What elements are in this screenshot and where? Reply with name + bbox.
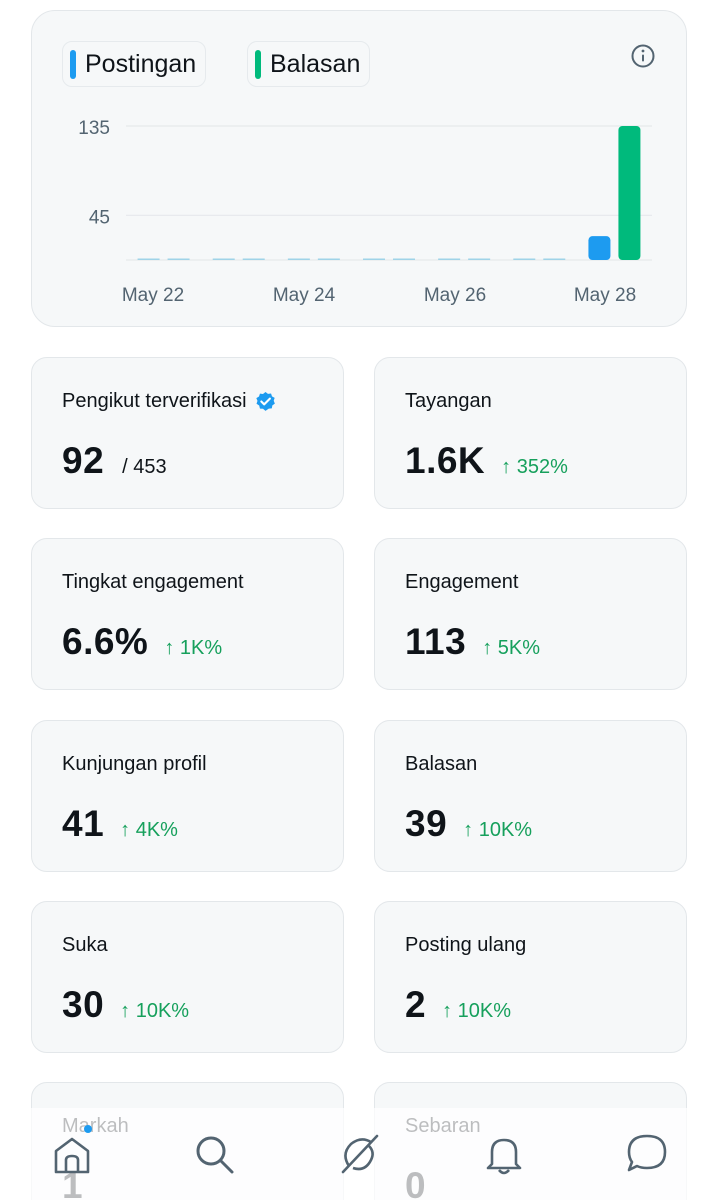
bar-balasan-empty [468,258,491,260]
stat-label-text: Suka [62,934,108,956]
messages-icon[interactable] [625,1132,669,1176]
stat-value: 2 [405,984,427,1025]
bar-postingan [588,236,611,260]
stat-change: ↑ 10K% [442,1000,512,1022]
stat-value: 6.6% [62,621,149,662]
stat-card[interactable]: Engagement 113 ↑ 5K% [374,538,687,690]
stat-value-row: 39 ↑ 10K% [405,803,532,845]
stat-label: Pengikut terverifikasi [62,390,276,413]
stat-value: 30 [62,984,105,1025]
stat-label: Posting ulang [405,934,526,957]
verified-badge-icon [255,391,275,411]
legend-replies-label: Balasan [270,49,361,78]
notification-dot [84,1125,92,1133]
stat-value-row: 30 ↑ 10K% [62,984,189,1026]
bar-chart: 135 45 May 22 May 24 May 26 May 28 [78,118,652,306]
stat-label-text: Balasan [405,753,478,775]
stat-value-row: 113 ↑ 5K% [405,621,540,663]
search-icon[interactable] [192,1132,236,1176]
stat-value: 39 [405,803,448,844]
stat-change: ↑ 10K% [120,1000,190,1022]
home-icon[interactable] [50,1132,94,1176]
stat-card[interactable]: Tayangan 1.6K ↑ 352% [374,357,687,509]
stat-label-text: Kunjungan profil [62,753,207,775]
stat-label-text: Tayangan [405,390,492,412]
stat-value-row: 2 ↑ 10K% [405,984,511,1026]
stat-label-text: Posting ulang [405,934,527,956]
stat-card[interactable]: Posting ulang 2 ↑ 10K% [374,901,687,1053]
bar-postingan-empty [363,258,385,260]
stat-label: Tayangan [405,390,492,413]
posts-color-swatch [70,49,76,79]
stat-value-row: 41 ↑ 4K% [62,803,178,845]
stat-card[interactable]: Suka 30 ↑ 10K% [31,901,344,1053]
stat-card[interactable]: Pengikut terverifikasi 92 / 453 [31,357,344,509]
stat-card[interactable]: Balasan 39 ↑ 10K% [374,720,687,872]
bar-postingan-empty [287,258,310,260]
stat-card[interactable]: Kunjungan profil 41 ↑ 4K% [31,720,344,872]
stat-label: Suka [62,934,108,957]
stat-change: ↑ 10K% [463,819,533,841]
stat-label: Tingkat engagement [62,571,244,594]
legend-posts[interactable]: Postingan [62,41,207,87]
stat-change: ↑ 352% [501,456,568,478]
bar-postingan-empty [137,258,160,260]
stat-value: 41 [62,803,105,844]
x-tick-label: May 24 [273,285,336,306]
stat-value-row: 1.6K ↑ 352% [405,440,568,482]
replies-color-swatch [255,49,261,79]
y-tick-label: 135 [78,118,110,139]
bar-balasan-empty [167,258,190,260]
stat-label: Kunjungan profil [62,753,207,776]
legend-replies[interactable]: Balasan [247,41,371,87]
legend-posts-label: Postingan [85,49,197,78]
stat-label-text: Engagement [405,571,519,593]
stat-value-row: 92 / 453 [62,440,167,482]
bar-balasan [618,126,641,260]
bar-balasan-empty [317,258,340,260]
bottom-nav [0,1108,718,1200]
stat-value-row: 6.6% ↑ 1K% [62,621,222,663]
stat-label: Engagement [405,571,518,594]
stat-label: Balasan [405,753,477,776]
bar-postingan-empty [212,258,235,260]
stat-label-text: Pengikut terverifikasi [62,390,247,412]
info-icon[interactable] [630,43,656,69]
x-tick-label: May 22 [122,285,184,306]
stat-total: / 453 [122,456,167,478]
chart-card: Postingan Balasan [31,10,687,327]
y-tick-label: 45 [89,207,110,228]
stat-label-text: Tingkat engagement [62,571,244,593]
stat-card[interactable]: Tingkat engagement 6.6% ↑ 1K% [31,538,344,690]
bar-balasan-empty [242,258,265,260]
bar-balasan-empty [393,258,415,260]
bell-icon[interactable] [482,1132,526,1176]
bar-postingan-empty [438,258,461,260]
grok-icon[interactable] [337,1132,381,1176]
stat-value: 92 [62,440,105,481]
stat-change: ↑ 4K% [120,819,178,841]
bar-postingan-empty [513,258,536,260]
stat-change: ↑ 5K% [482,637,541,659]
x-tick-label: May 28 [574,285,636,306]
stat-value: 113 [405,621,467,662]
stat-change: ↑ 1K% [164,637,223,659]
stat-value: 1.6K [405,440,486,481]
x-tick-label: May 26 [424,285,486,306]
bar-balasan-empty [543,258,566,260]
